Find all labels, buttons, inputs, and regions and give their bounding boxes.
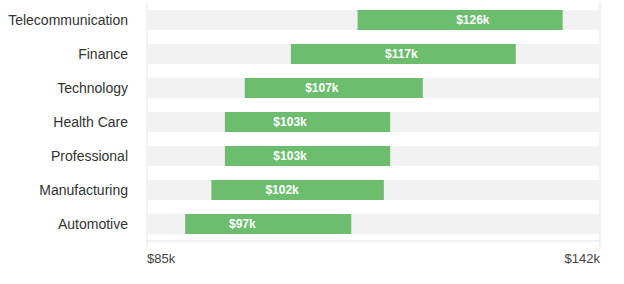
svg-text:$97k: $97k <box>229 217 256 231</box>
svg-text:$142k: $142k <box>565 251 601 266</box>
svg-text:Telecommunication: Telecommunication <box>8 12 128 28</box>
svg-text:$103k: $103k <box>273 149 307 163</box>
svg-text:Manufacturing: Manufacturing <box>39 182 128 198</box>
svg-text:$117k: $117k <box>385 47 418 61</box>
svg-text:Automotive: Automotive <box>58 216 128 232</box>
svg-text:Finance: Finance <box>78 46 128 62</box>
svg-text:Health Care: Health Care <box>53 114 128 130</box>
svg-text:$85k: $85k <box>147 251 176 266</box>
svg-text:Professional: Professional <box>51 148 128 164</box>
svg-text:$107k: $107k <box>305 81 339 95</box>
svg-text:$103k: $103k <box>273 115 307 129</box>
svg-text:Technology: Technology <box>57 80 128 96</box>
svg-text:$102k: $102k <box>265 183 299 197</box>
svg-text:$126k: $126k <box>456 13 490 27</box>
